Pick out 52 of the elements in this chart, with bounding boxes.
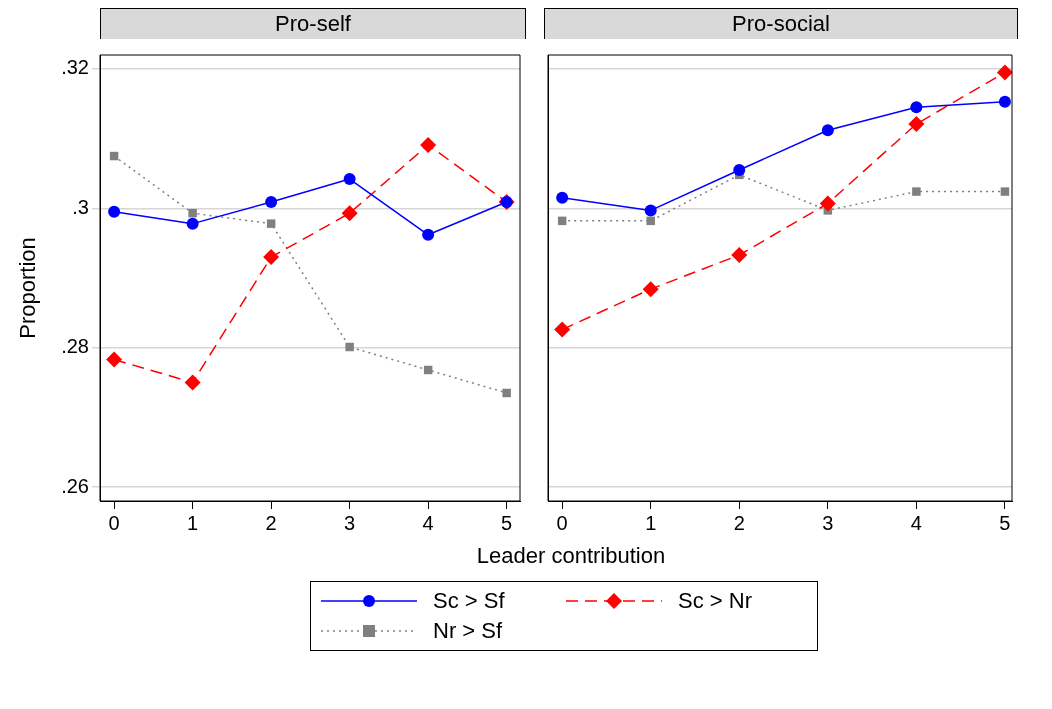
point: [1000, 187, 1010, 196]
x-tick-label: 0: [108, 511, 120, 534]
y-tick-label: .26: [61, 474, 89, 497]
point: [422, 228, 435, 241]
point: [556, 191, 569, 204]
x-tick-label: 3: [344, 511, 356, 534]
x-tick-label: 3: [822, 511, 834, 534]
point: [554, 321, 571, 338]
legend-label: Sc > Nr: [678, 588, 752, 614]
x-tick-label: 5: [999, 511, 1011, 534]
point: [733, 163, 746, 176]
legend-label: Nr > Sf: [433, 618, 503, 644]
y-tick-label: .3: [72, 195, 89, 218]
chart-title: Pro-social: [544, 8, 1018, 39]
x-tick-label: 1: [187, 511, 199, 534]
point: [343, 173, 356, 186]
point: [998, 95, 1011, 108]
point: [908, 115, 925, 132]
point: [996, 64, 1012, 81]
point: [345, 342, 354, 352]
y-tick-label: .28: [61, 335, 89, 358]
point: [731, 247, 748, 263]
point: [819, 195, 836, 212]
x-tick-label: 2: [265, 511, 277, 534]
point: [420, 136, 437, 153]
point: [341, 205, 358, 222]
x-tick-label: 1: [645, 511, 657, 534]
point: [188, 208, 197, 218]
point: [821, 124, 834, 137]
y-tick-label: .32: [61, 56, 89, 79]
point: [108, 205, 121, 218]
point: [646, 216, 655, 226]
x-tick-label: 2: [733, 511, 745, 534]
x-tick-label: 4: [910, 511, 922, 534]
x-axis-title: Leader contribution: [475, 543, 667, 569]
point: [186, 217, 199, 230]
x-tick-label: 5: [501, 511, 513, 534]
point: [184, 374, 201, 391]
point: [910, 101, 923, 114]
point: [106, 351, 123, 368]
point: [912, 187, 921, 196]
point: [263, 249, 280, 266]
y-axis-title: Proportion: [15, 237, 41, 339]
point: [642, 281, 659, 298]
point: [266, 219, 276, 228]
x-tick-label: 4: [422, 511, 434, 534]
point: [265, 196, 278, 209]
chart-title: Pro-self: [100, 8, 526, 39]
x-tick-label: 0: [556, 511, 568, 534]
legend-label: Sc > Sf: [433, 588, 505, 614]
point: [502, 388, 511, 398]
point: [644, 204, 657, 217]
